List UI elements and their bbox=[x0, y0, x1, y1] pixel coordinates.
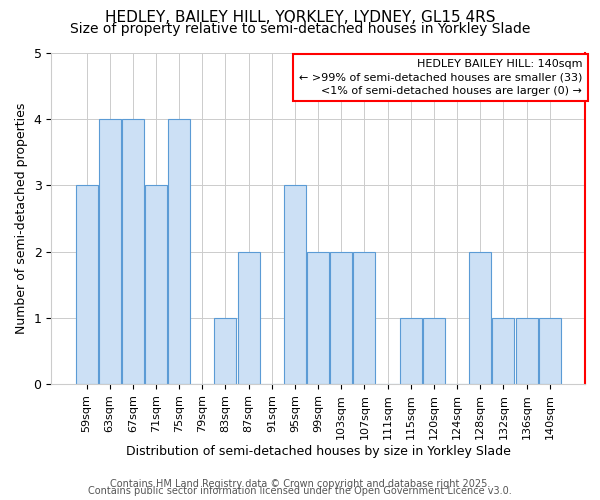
Bar bbox=[539, 318, 561, 384]
Bar bbox=[515, 318, 538, 384]
Text: Size of property relative to semi-detached houses in Yorkley Slade: Size of property relative to semi-detach… bbox=[70, 22, 530, 36]
Text: Contains HM Land Registry data © Crown copyright and database right 2025.: Contains HM Land Registry data © Crown c… bbox=[110, 479, 490, 489]
Bar bbox=[423, 318, 445, 384]
Bar bbox=[168, 119, 190, 384]
Text: Contains public sector information licensed under the Open Government Licence v3: Contains public sector information licen… bbox=[88, 486, 512, 496]
Bar bbox=[284, 185, 306, 384]
Bar bbox=[493, 318, 514, 384]
Text: HEDLEY BAILEY HILL: 140sqm
← >99% of semi-detached houses are smaller (33)
<1% o: HEDLEY BAILEY HILL: 140sqm ← >99% of sem… bbox=[299, 59, 583, 96]
Text: HEDLEY, BAILEY HILL, YORKLEY, LYDNEY, GL15 4RS: HEDLEY, BAILEY HILL, YORKLEY, LYDNEY, GL… bbox=[105, 10, 495, 25]
Bar bbox=[145, 185, 167, 384]
Bar bbox=[307, 252, 329, 384]
X-axis label: Distribution of semi-detached houses by size in Yorkley Slade: Distribution of semi-detached houses by … bbox=[126, 444, 511, 458]
Bar bbox=[238, 252, 260, 384]
Bar bbox=[353, 252, 376, 384]
Bar bbox=[76, 185, 98, 384]
Bar bbox=[469, 252, 491, 384]
Y-axis label: Number of semi-detached properties: Number of semi-detached properties bbox=[15, 102, 28, 334]
Bar bbox=[330, 252, 352, 384]
Bar bbox=[98, 119, 121, 384]
Bar bbox=[122, 119, 144, 384]
Bar bbox=[214, 318, 236, 384]
Bar bbox=[400, 318, 422, 384]
